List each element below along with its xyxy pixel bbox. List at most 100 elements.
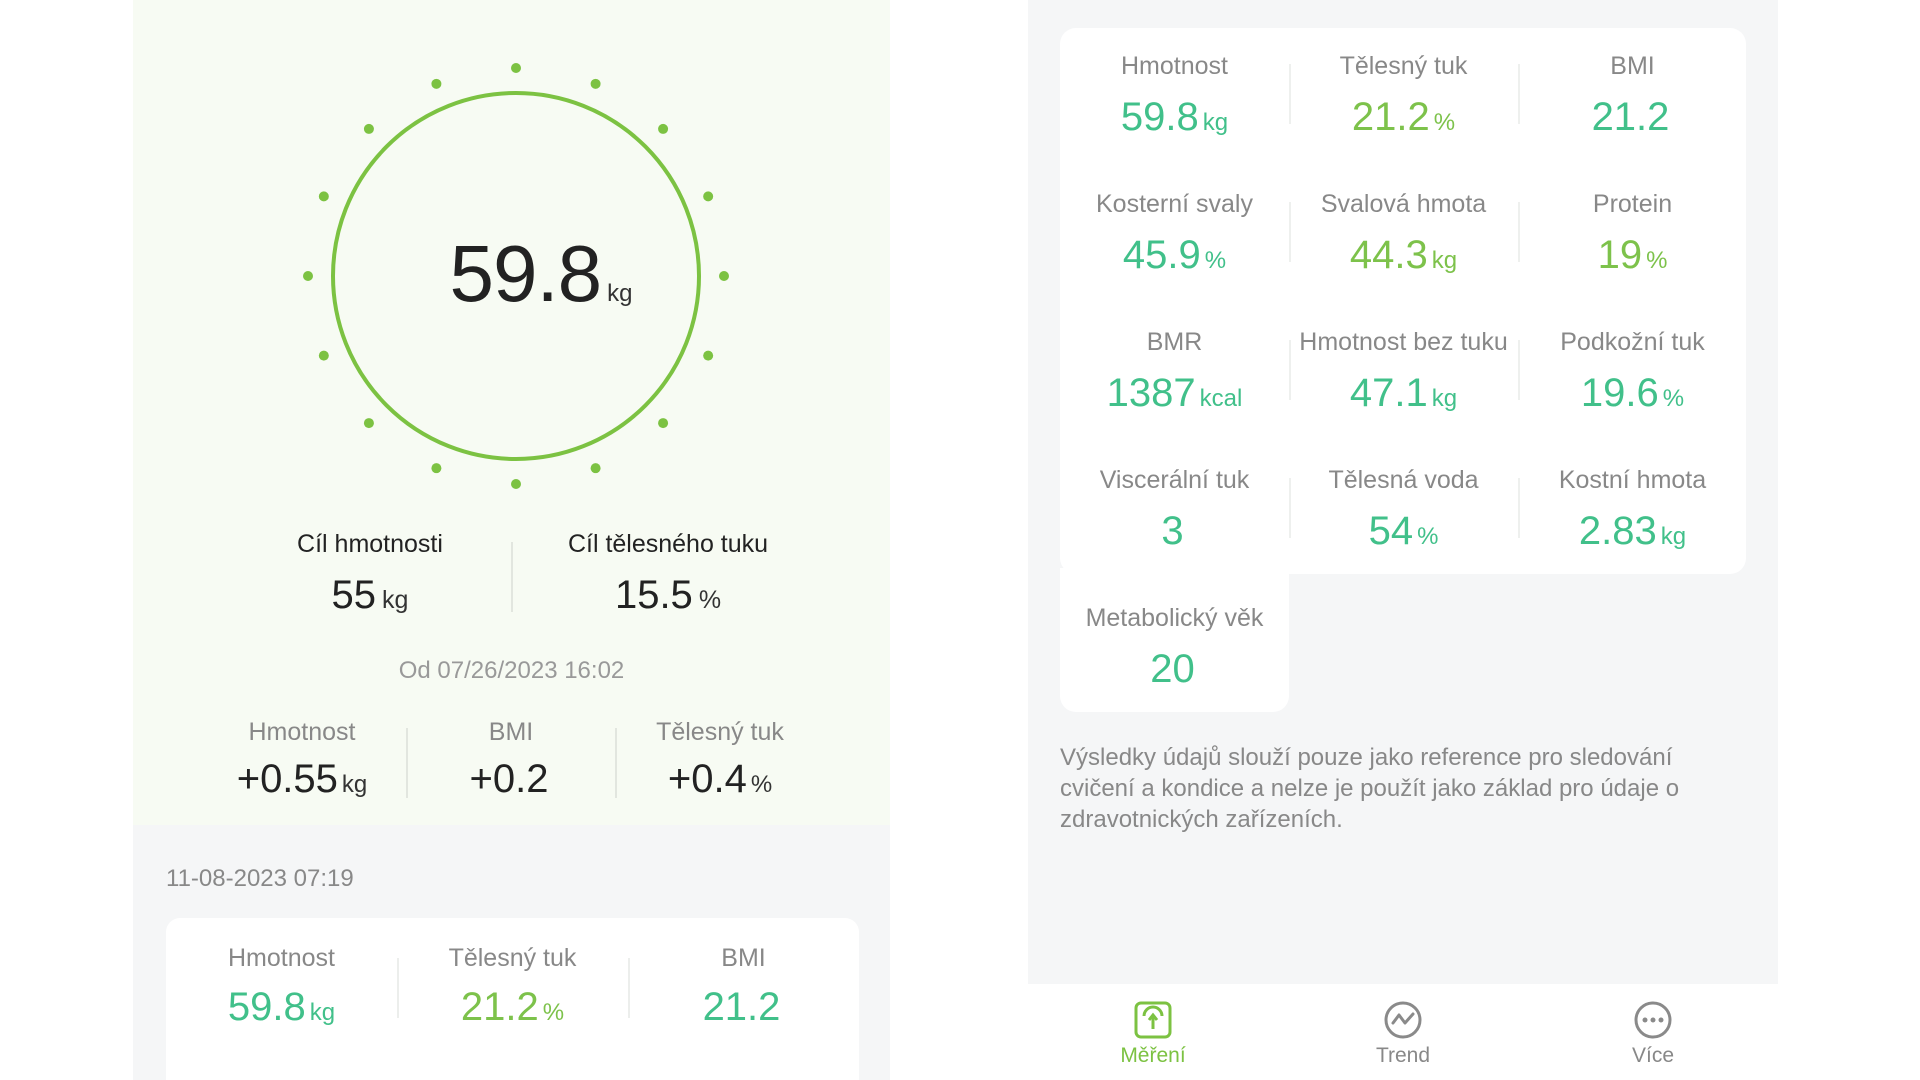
gauge-ring bbox=[303, 63, 729, 489]
metric-value: 20 bbox=[1060, 647, 1289, 692]
metric-tile[interactable]: Tělesná voda 54% bbox=[1289, 442, 1518, 578]
metric-unit: % bbox=[1646, 247, 1668, 274]
history-body-fat: Tělesný tuk 21.2% bbox=[397, 944, 628, 1030]
gauge-dot bbox=[719, 271, 729, 281]
divider bbox=[1518, 478, 1520, 538]
trend-icon bbox=[1384, 1001, 1422, 1039]
metric-tile[interactable]: Protein 19% bbox=[1518, 166, 1747, 302]
tab-trend[interactable]: Trend bbox=[1303, 984, 1503, 1080]
metric-tile[interactable]: Podkožní tuk 19.6% bbox=[1518, 304, 1747, 440]
metric-label: Kosterní svaly bbox=[1095, 190, 1253, 218]
divider bbox=[615, 728, 617, 798]
metric-label: BMR bbox=[1146, 328, 1203, 356]
metric-value: 45.9% bbox=[1060, 233, 1289, 278]
scale-icon bbox=[1134, 1001, 1172, 1039]
more-icon bbox=[1634, 1001, 1672, 1039]
metric-label: Podkožní tuk bbox=[1560, 328, 1705, 356]
history-label: BMI bbox=[721, 944, 766, 972]
gauge-value: 59.8 kg bbox=[411, 228, 671, 320]
gauge-dot bbox=[703, 191, 714, 202]
change-label: Hmotnost bbox=[248, 718, 356, 746]
metric-tile[interactable]: Hmotnost bez tuku 47.1 kg bbox=[1289, 304, 1518, 440]
history-value: 21.2 bbox=[628, 985, 859, 1030]
metric-unit: kg bbox=[1431, 385, 1458, 412]
metric-unit: kg bbox=[1431, 247, 1458, 274]
metric-number: 47.1 bbox=[1349, 371, 1428, 415]
metric-tile[interactable]: BMR 1387 kcal bbox=[1060, 304, 1289, 440]
change-unit: % bbox=[750, 771, 773, 798]
history-unit: % bbox=[542, 999, 565, 1026]
tab-label: Trend bbox=[1375, 1044, 1431, 1067]
history-card[interactable]: Hmotnost 59.8 kg Tělesný tuk 21.2% BMI 21… bbox=[166, 918, 859, 1080]
goal-value: 15.5% bbox=[518, 573, 818, 618]
goal-unit: % bbox=[698, 586, 722, 614]
metric-number: 21.2 bbox=[1591, 95, 1670, 139]
goal-weight[interactable]: Cíl hmotnosti 55 kg bbox=[220, 530, 520, 618]
metric-number: 1387 bbox=[1106, 371, 1196, 415]
metrics-card-tail bbox=[1060, 568, 1289, 712]
divider bbox=[1289, 340, 1291, 400]
change-label: Tělesný tuk bbox=[656, 718, 784, 746]
metric-number: 2.83 bbox=[1578, 509, 1657, 553]
metric-unit: kg bbox=[1202, 109, 1229, 136]
gauge-dot bbox=[363, 418, 374, 429]
gauge-dot bbox=[511, 479, 521, 489]
metric-value: 47.1 kg bbox=[1289, 371, 1518, 416]
change-body-fat: Tělesný tuk +0.4% bbox=[615, 718, 825, 802]
metric-number: 19.6 bbox=[1580, 371, 1659, 415]
change-value: +0.4% bbox=[615, 757, 825, 802]
change-value: +0.55 kg bbox=[197, 757, 407, 802]
change-weight: Hmotnost +0.55 kg bbox=[197, 718, 407, 802]
history-number: 59.8 bbox=[227, 985, 306, 1029]
summary-panel: 59.8 kg Cíl hmotnosti 55 kg Cíl tělesného … bbox=[133, 0, 890, 825]
metric-number: 21.2 bbox=[1351, 95, 1430, 139]
gauge-dot bbox=[303, 271, 313, 281]
tab-more[interactable]: Více bbox=[1553, 984, 1753, 1080]
metric-tile[interactable]: BMI 21.2 bbox=[1518, 28, 1747, 164]
metric-number: 3 bbox=[1161, 509, 1184, 553]
change-bmi: BMI +0.2 bbox=[406, 718, 616, 802]
goal-value: 55 kg bbox=[220, 573, 520, 618]
metric-unit: % bbox=[1417, 523, 1439, 550]
metric-number: 45.9 bbox=[1122, 233, 1201, 277]
metric-unit: kcal bbox=[1199, 385, 1243, 412]
change-number: +0.55 bbox=[236, 757, 338, 801]
metric-label: Tělesná voda bbox=[1328, 466, 1479, 494]
metric-value: 21.2% bbox=[1289, 95, 1518, 140]
change-value: +0.2 bbox=[406, 757, 616, 802]
metric-tile[interactable]: Metabolický věk 20 bbox=[1060, 580, 1289, 716]
details-screen: Hmotnost 59.8 kg Tělesný tuk 21.2% BMI 21.2 Kos… bbox=[1028, 0, 1778, 1080]
history-value: 21.2% bbox=[397, 985, 628, 1030]
history-value: 59.8 kg bbox=[166, 985, 397, 1030]
divider bbox=[406, 728, 408, 798]
divider bbox=[1518, 202, 1520, 262]
metric-tile[interactable]: Tělesný tuk 21.2% bbox=[1289, 28, 1518, 164]
metric-value: 2.83 kg bbox=[1518, 509, 1747, 554]
divider bbox=[1289, 64, 1291, 124]
metric-label: Hmotnost bbox=[1121, 52, 1228, 80]
metric-tile[interactable]: Svalová hmota 44.3 kg bbox=[1289, 166, 1518, 302]
gauge-dot bbox=[318, 350, 329, 361]
goal-label: Cíl tělesného tuku bbox=[567, 530, 769, 558]
gauge-dot bbox=[703, 350, 714, 361]
metric-unit: kg bbox=[1660, 523, 1687, 550]
history-weight: Hmotnost 59.8 kg bbox=[166, 944, 397, 1030]
history-bmi: BMI 21.2 bbox=[628, 944, 859, 1030]
metric-value: 59.8 kg bbox=[1060, 95, 1289, 140]
change-number: +0.4 bbox=[667, 757, 747, 801]
goal-body-fat[interactable]: Cíl tělesného tuku 15.5% bbox=[518, 530, 818, 618]
metric-tile[interactable]: Kosterní svaly 45.9% bbox=[1060, 166, 1289, 302]
metric-tile[interactable]: Kostní hmota 2.83 kg bbox=[1518, 442, 1747, 578]
changes-row: Hmotnost +0.55 kg BMI +0.2 Tělesný tuk +0… bbox=[133, 718, 890, 808]
divider bbox=[397, 958, 399, 1018]
tab-measurement[interactable]: Měření bbox=[1053, 984, 1253, 1080]
metric-value: 54% bbox=[1289, 509, 1518, 554]
metric-tile[interactable]: Viscerální tuk 3 bbox=[1060, 442, 1289, 578]
divider bbox=[628, 958, 630, 1018]
history-number: 21.2 bbox=[702, 985, 781, 1029]
change-label: BMI bbox=[488, 718, 534, 746]
history-date: 11-08-2023 07:19 bbox=[166, 865, 354, 892]
metric-label: Kostní hmota bbox=[1558, 466, 1707, 494]
since-date: Od 07/26/2023 16:02 bbox=[398, 657, 625, 684]
metric-tile[interactable]: Hmotnost 59.8 kg bbox=[1060, 28, 1289, 164]
